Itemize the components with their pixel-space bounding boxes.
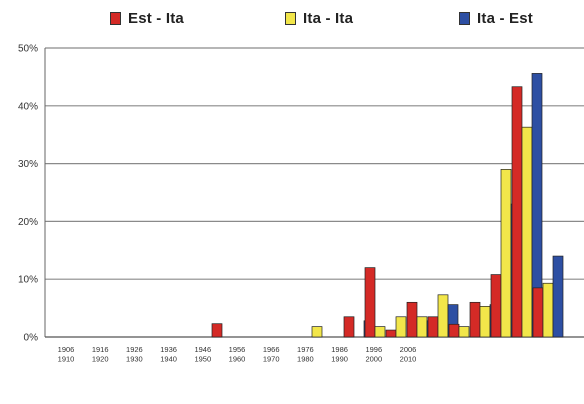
bar-est-ita	[364, 267, 376, 338]
x-tick-label: 1936	[160, 345, 177, 354]
x-tick-label: 1976	[297, 345, 314, 354]
x-tick-label: 1966	[263, 345, 280, 354]
bar-est-ita	[343, 316, 355, 338]
legend-swatch-ita-ita	[285, 12, 296, 25]
legend-swatch-est-ita	[110, 12, 121, 25]
x-tick-label: 2000	[365, 355, 382, 364]
x-tick-label: 1990	[331, 355, 348, 364]
bar-est-ita	[469, 301, 481, 338]
x-tick-label: 1996	[365, 345, 382, 354]
bar-est-ita	[448, 323, 460, 338]
x-tick-label: 2006	[400, 345, 417, 354]
bar-ita-ita	[311, 326, 323, 338]
legend-item-ita-est: Ita - Est	[459, 10, 533, 27]
bar-ita-ita	[521, 126, 533, 338]
bar-ita-ita	[458, 326, 470, 338]
bar-est-ita	[532, 287, 544, 338]
bar-ita-ita	[437, 294, 449, 338]
x-tick-label: 1940	[160, 355, 177, 364]
x-tick-label: 1960	[229, 355, 246, 364]
bar-est-ita	[490, 274, 502, 338]
bar-ita-ita	[542, 282, 554, 338]
x-tick-label: 1980	[297, 355, 314, 364]
legend-swatch-ita-est	[459, 12, 470, 25]
bar-est-ita	[406, 301, 418, 338]
bar-ita-ita	[479, 306, 491, 338]
legend-label-ita-ita: Ita - Ita	[303, 10, 354, 27]
x-tick-label: 1956	[229, 345, 246, 354]
bar-ita-ita	[395, 316, 407, 338]
legend-item-ita-ita: Ita - Ita	[285, 10, 353, 27]
legend-label-est-ita: Est - Ita	[128, 10, 184, 27]
x-tick-label: 1986	[331, 345, 348, 354]
x-tick-label: 1926	[126, 345, 143, 354]
y-tick-label: 30%	[18, 159, 38, 170]
y-tick-label: 10%	[18, 275, 38, 286]
bar-est-ita	[427, 316, 439, 338]
bar-est-ita	[385, 329, 397, 338]
x-tick-label: 1930	[126, 355, 143, 364]
bar-ita-ita	[374, 326, 386, 338]
bar-ita-est	[552, 255, 564, 338]
y-tick-label: 0%	[24, 333, 39, 344]
legend-item-est-ita: Est - Ita	[110, 10, 184, 27]
x-tick-label: 1916	[92, 345, 109, 354]
x-tick-label: 2010	[400, 355, 417, 364]
y-tick-label: 20%	[18, 217, 38, 228]
y-tick-label: 50%	[18, 44, 38, 55]
bar-ita-ita	[416, 316, 428, 338]
x-tick-label: 1920	[92, 355, 109, 364]
bar-est-ita	[211, 323, 223, 338]
x-tick-label: 1910	[58, 355, 75, 364]
x-tick-label: 1906	[58, 345, 75, 354]
y-tick-label: 40%	[18, 101, 38, 112]
chart-legend: Est - Ita Ita - Ita Ita - Est	[0, 10, 584, 34]
legend-label-ita-est: Ita - Est	[477, 10, 533, 27]
bar-est-ita	[511, 86, 523, 338]
x-tick-label: 1950	[194, 355, 211, 364]
x-tick-label: 1946	[194, 345, 211, 354]
bar-ita-ita	[500, 169, 512, 338]
x-tick-label: 1970	[263, 355, 280, 364]
